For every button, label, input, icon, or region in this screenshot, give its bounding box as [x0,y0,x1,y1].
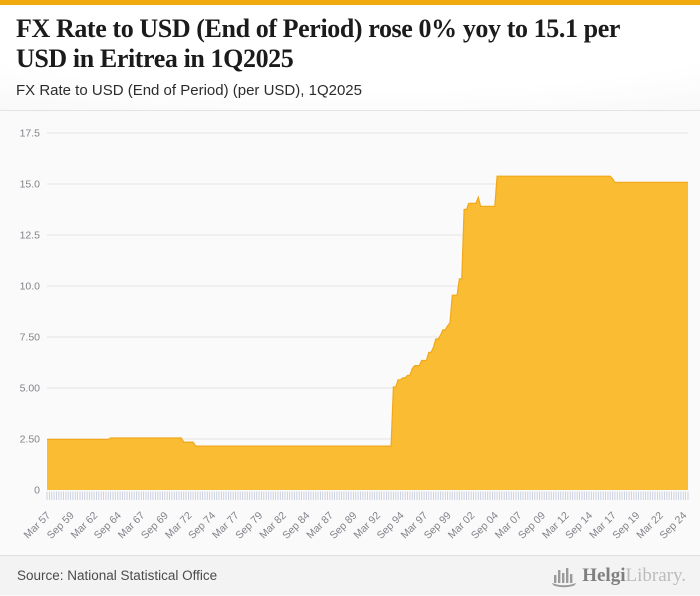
helgi-library-logo[interactable]: HelgiLibrary. [551,564,686,588]
y-axis-tick-label: 5.00 [20,383,41,395]
footer: Source: National Statistical Office Helg… [0,555,700,595]
y-axis-tick-label: 10.0 [20,281,41,293]
y-axis-tick-label: 12.5 [20,230,41,242]
chart-subtitle: FX Rate to USD (End of Period) (per USD)… [16,82,362,100]
logo-text: HelgiLibrary. [582,565,686,587]
x-axis-tick-comb [46,491,689,500]
fx-rate-area-series[interactable] [47,176,688,490]
brand-name: Helgi [582,564,626,586]
chart-header: FX Rate to USD (End of Period) rose 0% y… [0,5,700,111]
page-title-line1: FX Rate to USD (End of Period) rose 0% y… [16,14,621,43]
y-axis-tick-label: 7.50 [20,332,41,344]
y-axis-tick-label: 15.0 [20,179,41,191]
bar-chart-building-icon [552,567,577,587]
source-label: Source: National Statistical Office [17,568,218,583]
brand-suffix: Library. [625,564,687,586]
accent-top-bar [0,0,700,5]
y-axis-tick-label: 2.50 [20,434,41,446]
y-axis-tick-label: 0 [34,485,40,497]
y-axis-tick-label: 17.5 [20,128,41,140]
page-title-line2: USD in Eritrea in 1Q2025 [16,44,294,74]
x-axis-tick-label: Sep 24 [657,510,689,542]
area-top-edge [47,175,688,447]
page-title: FX Rate to USD (End of Period) rose 0% y… [16,14,684,74]
chart-section: 17.5 15.0 12.5 10.0 7.50 5.00 2.50 0 Mar 57 Sep 5… [0,111,700,555]
